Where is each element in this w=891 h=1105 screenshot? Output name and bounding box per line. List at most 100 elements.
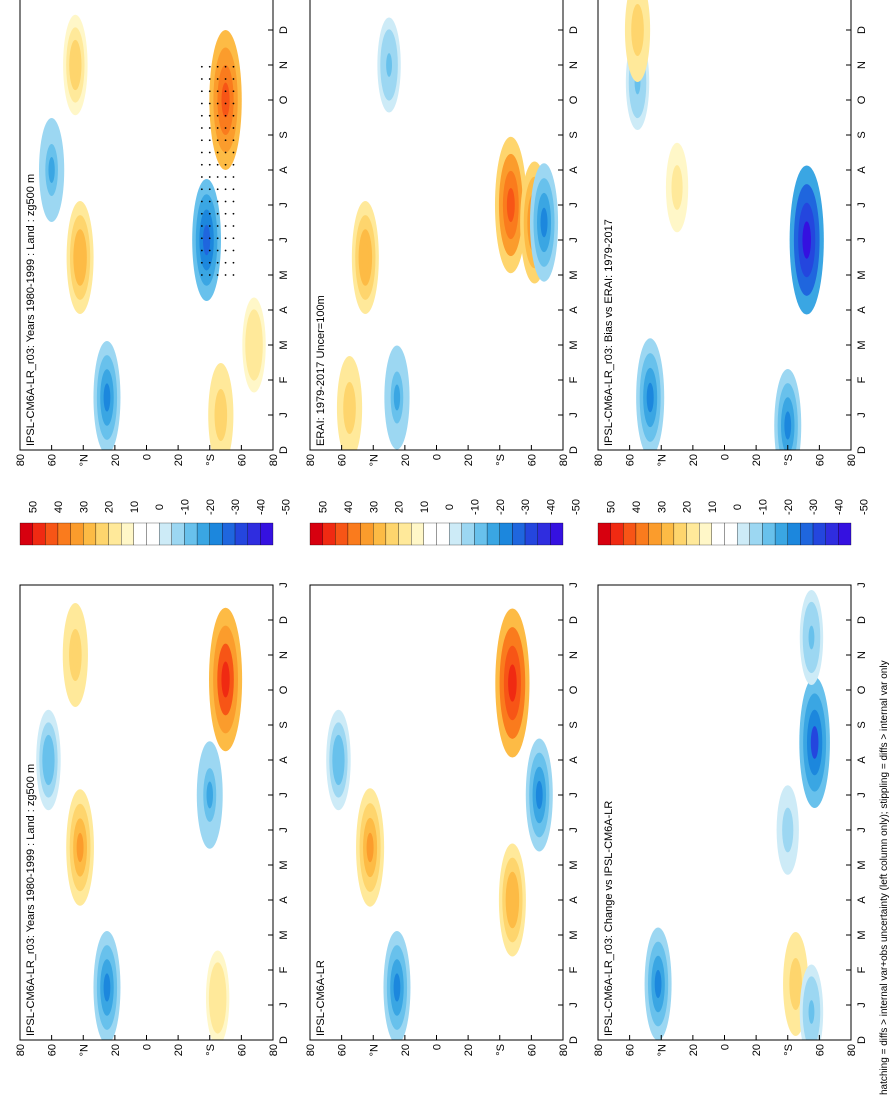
- field-blob-2: [221, 661, 230, 698]
- stipple-dot: [232, 102, 235, 105]
- lat-tick-label: 0: [720, 454, 732, 460]
- month-tick-label: O: [856, 685, 868, 694]
- month-tick-label: J: [568, 202, 580, 208]
- lat-tick-label: 80: [593, 454, 605, 466]
- stipple-dot: [216, 163, 219, 166]
- plot-background: [598, 585, 851, 1040]
- colorbar-label: -50: [571, 499, 583, 515]
- colorbar-label: 40: [343, 501, 355, 513]
- colorbar-segment: [635, 522, 649, 546]
- colorbar-segment: [57, 522, 71, 546]
- month-tick-label: A: [278, 166, 290, 174]
- lat-tick-label: °S: [783, 1044, 795, 1056]
- field-blob-5: [535, 780, 543, 810]
- colorbar: 50 40 30 20 10 0 -10 -20 -30 -40 -50: [19, 499, 293, 546]
- lat-tick-label: 80: [558, 1044, 570, 1056]
- lat-tick-label: 0: [432, 1044, 444, 1050]
- field-blob-0: [361, 243, 369, 272]
- month-tick-label: J: [856, 412, 868, 418]
- panel-title: IPSL-CM6A-LR_r03: Change vs IPSL-CM6A-LR: [603, 801, 615, 1036]
- field-blob-1: [72, 52, 79, 78]
- stipple-dot: [200, 188, 203, 191]
- colorbar-segment: [95, 522, 109, 546]
- month-tick-label: M: [856, 930, 868, 939]
- colorbar-label: 50: [28, 501, 40, 513]
- colorbar-segment: [686, 522, 700, 546]
- lat-tick-label: °S: [205, 454, 217, 466]
- colorbar-label: -20: [495, 499, 507, 515]
- colorbar-label: 20: [682, 501, 694, 513]
- stipple-dot: [200, 65, 203, 68]
- month-tick-label: D: [856, 616, 868, 624]
- plot-background: [310, 0, 563, 450]
- colorbar-label: -30: [808, 499, 820, 515]
- stipple-dot: [232, 200, 235, 203]
- field-blob-5: [48, 157, 55, 183]
- stipple-dot: [224, 151, 227, 154]
- lat-tick-label: 20: [110, 1044, 122, 1056]
- month-tick-label: D: [856, 1036, 868, 1044]
- colorbar-segment: [610, 522, 624, 546]
- stipple-dot: [208, 188, 211, 191]
- colorbar-segment: [411, 522, 424, 546]
- colorbar-segment: [673, 522, 687, 546]
- month-tick-label: F: [856, 966, 868, 973]
- stipple-dot: [216, 78, 219, 80]
- stipple-dot: [208, 261, 211, 264]
- stipple-dot: [216, 114, 219, 117]
- stipple-dot: [224, 90, 227, 93]
- month-tick-label: D: [568, 1036, 580, 1044]
- panel-4: D J F M A M J J A S O N D J 80 60 °N 20 0 20 °S 60 80 IPSL-CM6A…: [305, 499, 583, 1056]
- field-blob-1: [508, 664, 517, 702]
- field-blob-3: [214, 986, 221, 1010]
- colorbar-segment: [699, 522, 712, 546]
- stipple-dot: [216, 139, 219, 142]
- lat-tick-label: 0: [720, 1044, 732, 1050]
- field-blob-2: [509, 885, 516, 915]
- stipple-dot: [216, 176, 219, 178]
- field-blob-4: [808, 1000, 815, 1024]
- month-tick-label: N: [568, 61, 580, 69]
- stipple-dot: [224, 212, 227, 215]
- stipple-dot: [232, 274, 235, 276]
- stipple-dot: [200, 274, 203, 276]
- month-tick-label: J: [856, 1002, 868, 1008]
- field-blob-4: [103, 973, 111, 1002]
- lat-tick-label: 0: [432, 454, 444, 460]
- colorbar-segment: [309, 522, 323, 546]
- field-blob-4: [540, 207, 548, 238]
- month-tick-label: D: [568, 26, 580, 34]
- colorbar-label: -30: [230, 499, 242, 515]
- month-tick-label: M: [568, 860, 580, 869]
- lat-tick-label: 60: [526, 454, 538, 466]
- field-blob-5: [784, 411, 792, 440]
- lat-tick-label: 80: [558, 454, 570, 466]
- stipple-dot: [200, 114, 203, 117]
- lat-tick-label: °S: [495, 454, 507, 466]
- colorbar-segment: [385, 522, 399, 546]
- lat-tick-label: 80: [305, 1044, 317, 1056]
- stipple-dot: [200, 151, 203, 154]
- colorbar-segment: [436, 522, 450, 546]
- colorbar-label: 30: [656, 501, 668, 513]
- month-tick-label: J: [856, 582, 868, 588]
- month-tick-label: A: [568, 166, 580, 174]
- month-tick-label: M: [278, 860, 290, 869]
- rotated-layer: D J F M A M J J A S O N D J 80 60 °N 20 0 20 °S 60 80 IPSL-CM6A…: [15, 0, 871, 1056]
- lat-tick-label: °N: [78, 454, 90, 466]
- month-tick-label: O: [278, 95, 290, 104]
- panel-title: IPSL-CM6A-LR_r03: Years 1980-1999 : Land…: [25, 764, 37, 1036]
- lat-tick-label: 80: [268, 1044, 280, 1056]
- month-tick-label: S: [278, 721, 290, 728]
- stipple-dot: [200, 90, 203, 93]
- lat-tick-label: 60: [625, 454, 637, 466]
- panel-title: IPSL-CM6A-LR: [315, 960, 327, 1036]
- month-tick-label: M: [856, 860, 868, 869]
- colorbar-label: 50: [318, 501, 330, 513]
- colorbar-segment: [448, 522, 462, 546]
- colorbar-segment: [537, 522, 551, 546]
- lat-tick-label: 60: [526, 1044, 538, 1056]
- panel-2: DJFMAMJJASONDJ8060°N20020°S6080IPSL-CM6A…: [593, 0, 868, 466]
- month-tick-label: J: [856, 202, 868, 208]
- stipple-dot: [232, 139, 235, 142]
